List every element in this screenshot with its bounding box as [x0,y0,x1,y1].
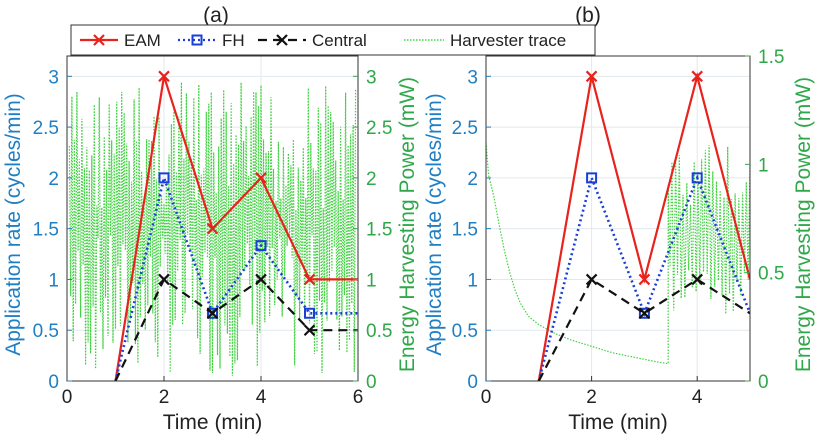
legend-label-central: Central [312,31,367,50]
panel-a-y-right-tick-label: 0 [366,372,377,393]
panel-b-harvester-trace [486,142,750,365]
panel-b-axes-box [485,55,751,382]
legend-label-eam: EAM [124,31,161,50]
panel-b-y-left-tick-label: 3 [467,67,478,88]
panel-a-title: (a) [203,4,229,27]
panel-a-y-left-tick-label: 0 [48,372,59,393]
panel-b-fh-point [691,172,703,184]
panel-a-fh-point [158,172,170,184]
panel-a-eam-point [255,172,267,184]
panel-a-eam-point [158,70,170,83]
panel-b-series-central [537,273,750,381]
panel-a-y-right-tick-label: 2 [366,169,377,190]
panel-b-x-axis-label: Time (min) [568,411,668,434]
panel-b-y-left-tick-label: 1 [467,270,478,291]
panel-a-y-right-tick-label: 0.5 [366,321,392,342]
panel-a-fh-point [255,240,267,252]
legend-label-fh: FH [222,31,245,50]
panel-b-central-point [691,273,703,286]
panel-b-grid [485,56,750,382]
panel-a-x-axis-label: Time (min) [163,411,263,434]
panel-a-series-central-line [114,277,358,381]
panel-a-y-right-axis-label: Energy Harvesting Power (mW) [396,77,419,372]
panel-a-x-tick-label: 2 [159,387,170,408]
panel-a-y-right-tick-label: 2.5 [366,118,392,139]
panel-a-y-left-tick-label: 1.5 [33,220,59,241]
panel-b-series-eam [537,70,750,381]
panel-b-x-tick-label: 4 [692,387,703,408]
panel-a-y-right-tick-label: 1.5 [366,220,392,241]
panel-b-eam-point [638,273,651,286]
panel-a-y-left-tick-label: 2 [48,169,59,190]
legend-marker-fh [191,34,203,46]
panel-a-y-left-axis-label: Application rate (cycles/min) [2,93,25,356]
panel-b-eam-point [585,70,598,83]
panel-a-y-left-tick-label: 3 [48,67,59,88]
panel-b-fh-point [638,307,650,319]
panel-b-harvester-line [486,142,750,365]
panel-a-central-point [303,324,316,336]
panel-b-y-right-tick-label: 1 [758,155,769,176]
legend-label-harvester-trace: Harvester trace [450,31,566,50]
panel-b-central-point [585,273,598,286]
panel-b-y-left-tick-label: 1.5 [452,220,478,241]
panel-b-eam-point [691,70,703,83]
panel-a-y-right-tick-label: 3 [366,67,377,88]
panel-b: (b) 0 2 4 0 0.5 1 1.5 2 2.5 3 0 0.5 1 1.5 Time (min) Ap… [423,4,815,434]
panel-b-fh-point [586,172,598,184]
panel-a-central-point [206,307,219,320]
panel-a-fh-point [207,307,218,319]
panel-a-x-tick-label: 0 [62,387,73,408]
panel-b-y-right-tick-label: 0.5 [758,264,784,285]
panel-a-central-point [255,273,267,286]
panel-b-series-central-line [537,277,750,381]
panel-b-x-tick-label: 0 [481,387,492,408]
panel-a-harvester-line [68,82,357,376]
panel-b-y-right-tick-label: 0 [758,372,769,393]
panel-a-x-tick-label: 6 [353,387,364,408]
panel-a-y-left-tick-label: 1 [48,270,59,291]
panel-a-series-fh [114,172,358,381]
panel-a-eam-point [206,222,219,235]
legend-marker-central [276,34,288,46]
panel-b-y-left-axis-label: Application rate (cycles/min) [423,93,446,356]
panel-a-harvester-trace [68,82,357,376]
panel-a-axes-box [66,55,359,382]
panel-a-series-eam [114,70,358,381]
legend: EAM FH Central Harvester trace [70,24,596,56]
panel-a-central-point [158,273,170,286]
panel-a-y-left-tick-label: 2.5 [33,118,59,139]
panel-b-y-right-tick-label: 1.5 [758,47,784,68]
panel-b-title: (b) [575,4,601,27]
panel-b-y-left-tick-label: 2.5 [452,118,478,139]
panel-b-y-left-tick-label: 0 [467,372,478,393]
panel-b-x-tick-label: 2 [586,387,597,408]
legend-marker-eam [93,34,105,46]
legend-box [70,24,596,56]
panel-a-y-left-tick-label: 0.5 [33,321,59,342]
panel-a-series-eam-line [114,75,358,381]
panel-a-series-central [114,273,358,381]
panel-b-y-left-tick-label: 0.5 [452,321,478,342]
panel-a-y-right-tick-label: 1 [366,270,377,291]
panel-b-central-point [638,307,651,320]
panel-b-y-left-tick-label: 2 [467,169,478,190]
panel-a-fh-point [304,307,315,319]
panel-a-x-tick-label: 4 [256,387,267,408]
panel-b-y-right-axis-label: Energy Harvesting Power (mW) [792,77,815,372]
panel-a-eam-point [303,273,316,286]
